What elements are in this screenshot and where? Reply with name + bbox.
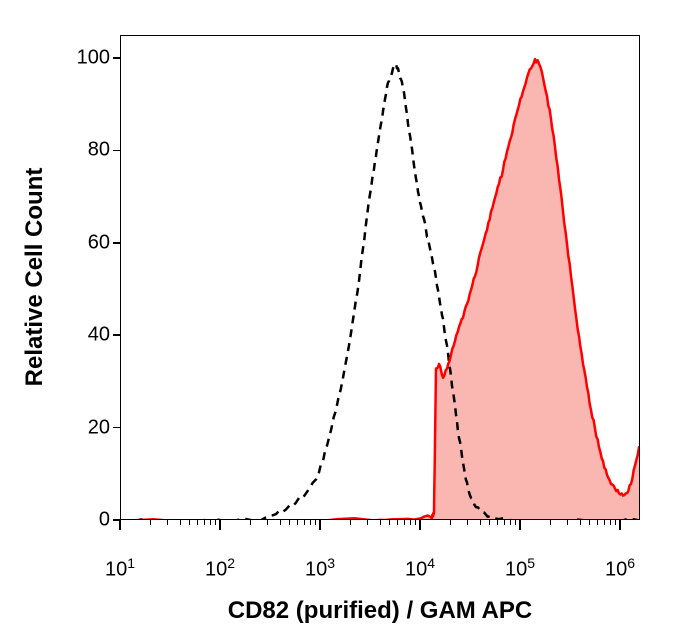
y-tick-label: 0 [99,509,110,532]
x-tick-label: 101 [105,555,135,582]
x-tick-mark-minor [167,520,168,525]
plot-area [120,35,640,520]
x-tick-mark-minor [510,520,511,525]
y-axis-label: Relative Cell Count [21,37,49,517]
x-tick-mark-minor [267,520,268,525]
x-tick-mark-minor [397,520,398,525]
x-tick-mark-minor [289,520,290,525]
x-tick-mark-minor [610,520,611,525]
y-tick-mark [113,57,120,59]
x-tick-mark-minor [310,520,311,525]
x-tick-mark-minor [367,520,368,525]
x-tick-mark-major [319,520,321,530]
x-tick-mark-minor [580,520,581,525]
y-tick-label: 100 [77,47,110,70]
x-tick-mark-minor [497,520,498,525]
x-tick-mark-major [619,520,621,530]
x-tick-label: 103 [305,555,335,582]
x-tick-mark-minor [280,520,281,525]
x-tick-mark-major [119,520,121,530]
y-tick-label: 20 [88,416,110,439]
x-tick-mark-minor [410,520,411,525]
x-tick-mark-minor [515,520,516,525]
x-tick-mark-major [219,520,221,530]
y-tick-label: 80 [88,139,110,162]
x-tick-mark-minor [615,520,616,525]
x-tick-mark-minor [450,520,451,525]
histogram-svg [121,36,640,520]
x-tick-label: 104 [405,555,435,582]
x-tick-mark-minor [597,520,598,525]
x-tick-mark-minor [297,520,298,525]
x-tick-mark-minor [215,520,216,525]
x-axis-label: CD82 (purified) / GAM APC [120,597,640,625]
x-tick-mark-major [519,520,521,530]
y-tick-label: 40 [88,324,110,347]
x-tick-mark-minor [415,520,416,525]
x-tick-mark-minor [204,520,205,525]
x-tick-mark-minor [489,520,490,525]
x-tick-mark-minor [197,520,198,525]
x-tick-mark-minor [350,520,351,525]
x-tick-mark-minor [550,520,551,525]
y-tick-mark [113,334,120,336]
y-tick-mark [113,427,120,429]
flow-cytometry-histogram: Relative Cell Count CD82 (purified) / GA… [0,0,674,641]
y-tick-mark [113,242,120,244]
x-tick-label: 106 [605,555,635,582]
x-tick-mark-minor [589,520,590,525]
x-tick-mark-minor [304,520,305,525]
x-tick-mark-minor [380,520,381,525]
x-tick-mark-minor [180,520,181,525]
x-tick-label: 105 [505,555,535,582]
x-tick-label: 102 [205,555,235,582]
x-tick-mark-minor [480,520,481,525]
x-tick-mark-minor [504,520,505,525]
x-tick-mark-minor [250,520,251,525]
x-tick-mark-minor [567,520,568,525]
x-tick-mark-minor [150,520,151,525]
y-tick-mark [113,150,120,152]
x-tick-mark-minor [210,520,211,525]
y-tick-label: 60 [88,231,110,254]
x-tick-mark-minor [604,520,605,525]
x-tick-mark-minor [189,520,190,525]
x-tick-mark-minor [389,520,390,525]
x-tick-mark-minor [467,520,468,525]
x-tick-mark-minor [315,520,316,525]
x-tick-mark-major [419,520,421,530]
x-tick-mark-minor [404,520,405,525]
